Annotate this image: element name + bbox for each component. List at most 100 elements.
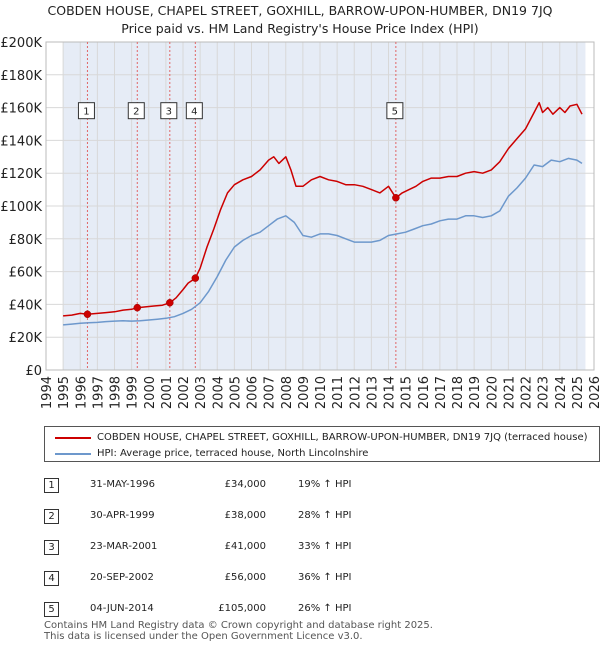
x-tick-label: 2022	[520, 376, 535, 409]
sale-row: 3 23-MAR-2001 £41,000 33% ↑ HPI	[44, 538, 444, 558]
sale-point	[191, 274, 200, 282]
sale-point	[83, 310, 92, 318]
sale-hpi-change: 28% ↑ HPI	[298, 510, 352, 521]
x-tick-label: 2023	[537, 376, 552, 409]
chart-title-line-2: Price paid vs. HM Land Registry's House …	[121, 21, 479, 36]
footer-copyright: Contains HM Land Registry data © Crown c…	[44, 620, 433, 631]
sale-hpi-change: 19% ↑ HPI	[298, 479, 352, 490]
x-tick-label: 2012	[348, 376, 363, 409]
sale-hpi-change: 26% ↑ HPI	[298, 603, 352, 614]
x-tick-label: 1996	[74, 376, 89, 409]
sale-hpi-change: 33% ↑ HPI	[298, 541, 352, 552]
x-tick-label: 2003	[194, 376, 209, 409]
legend-swatch-property	[55, 437, 91, 439]
y-tick-label: £0	[25, 364, 42, 379]
chart-title-line-1: COBDEN HOUSE, CHAPEL STREET, GOXHILL, BA…	[47, 3, 553, 18]
y-tick-label: £40K	[9, 298, 43, 313]
chart-legend: COBDEN HOUSE, CHAPEL STREET, GOXHILL, BA…	[44, 426, 600, 462]
sale-date: 31-MAY-1996	[90, 479, 156, 490]
legend-label-property: COBDEN HOUSE, CHAPEL STREET, GOXHILL, BA…	[97, 432, 588, 443]
chart-title: COBDEN HOUSE, CHAPEL STREET, GOXHILL, BA…	[0, 2, 600, 38]
sale-row: 4 20-SEP-2002 £56,000 36% ↑ HPI	[44, 569, 444, 589]
sale-label-number: 5	[392, 107, 398, 118]
sale-date: 23-MAR-2001	[90, 541, 158, 552]
sale-date: 04-JUN-2014	[90, 603, 154, 614]
sale-label-number: 1	[83, 107, 89, 118]
x-tick-label: 2007	[263, 376, 278, 409]
legend-entry-hpi: HPI: Average price, terraced house, Nort…	[45, 446, 599, 461]
legend-label-hpi: HPI: Average price, terraced house, Nort…	[97, 448, 369, 459]
footer-attribution: Contains HM Land Registry data © Crown c…	[44, 620, 433, 642]
x-tick-label: 2019	[468, 376, 483, 409]
x-tick-label: 2024	[554, 376, 569, 409]
y-tick-label: £20K	[9, 331, 43, 346]
x-tick-label: 2016	[417, 376, 432, 409]
sale-price: £56,000	[224, 572, 266, 583]
x-tick-label: 2011	[331, 376, 346, 409]
sale-label-number: 4	[191, 107, 197, 118]
price-chart: £0 £20K £40K £60K £80K £100K £120K £140K £160K £1…	[0, 36, 600, 409]
plot-frame	[45, 41, 595, 371]
hpi-line	[63, 157, 583, 326]
x-tick-label: 2015	[400, 376, 415, 409]
sale-number-badge: 1	[44, 478, 59, 493]
sale-label-box	[386, 102, 404, 120]
sale-price: £105,000	[218, 603, 266, 614]
x-tick-label: 1994	[40, 376, 55, 409]
sale-row: 5 04-JUN-2014 £105,000 26% ↑ HPI	[44, 600, 444, 620]
x-tick-label: 1997	[91, 376, 106, 409]
sale-label-box	[77, 102, 95, 120]
x-tick-label: 2005	[228, 376, 243, 409]
sale-label-number: 3	[166, 107, 172, 118]
x-tick-label: 1999	[126, 376, 141, 409]
y-tick-label: £160K	[0, 102, 42, 117]
sale-label-box	[127, 102, 145, 120]
sale-hpi-change: 36% ↑ HPI	[298, 572, 352, 583]
sale-date: 30-APR-1999	[90, 510, 155, 521]
y-tick-label: £100K	[0, 200, 42, 215]
y-tick-label: £140K	[0, 134, 42, 149]
y-tick-label: £80K	[9, 233, 43, 248]
y-tick-label: £180K	[0, 69, 42, 84]
x-tick-label: 1995	[57, 376, 72, 409]
sale-number-badge: 2	[44, 509, 59, 524]
y-tick-label: £120K	[0, 167, 42, 182]
x-tick-label: 2021	[502, 376, 517, 409]
sale-label-box	[185, 102, 203, 120]
x-tick-label: 2013	[365, 376, 380, 409]
x-tick-label: 2010	[314, 376, 329, 409]
sale-label-number: 2	[133, 107, 139, 118]
x-tick-label: 2009	[297, 376, 312, 409]
sale-point	[392, 194, 400, 202]
sale-date: 20-SEP-2002	[90, 572, 154, 583]
x-tick-label: 2004	[211, 376, 226, 409]
x-tick-label: 2008	[280, 376, 295, 409]
x-tick-label: 2020	[485, 376, 500, 409]
x-tick-label: 2006	[246, 376, 261, 409]
y-tick-label: £200K	[0, 36, 42, 51]
sale-number-badge: 5	[44, 602, 59, 617]
sale-point	[166, 299, 174, 307]
sale-row: 2 30-APR-1999 £38,000 28% ↑ HPI	[44, 507, 444, 527]
sale-point	[133, 303, 142, 312]
property-price-line	[63, 101, 583, 317]
legend-entry-property: COBDEN HOUSE, CHAPEL STREET, GOXHILL, BA…	[45, 430, 599, 446]
sale-price: £41,000	[224, 541, 266, 552]
x-tick-label: 2025	[571, 376, 586, 409]
x-tick-label: 1998	[109, 376, 124, 409]
legend-swatch-hpi	[55, 453, 91, 455]
x-tick-label: 2026	[588, 376, 600, 409]
sale-label-box	[160, 102, 178, 120]
x-tick-label: 2014	[383, 376, 398, 409]
sale-number-badge: 4	[44, 571, 59, 586]
x-tick-label: 2001	[160, 376, 175, 409]
y-tick-label: £60K	[9, 266, 43, 281]
x-tick-label: 2018	[451, 376, 466, 409]
sale-price: £38,000	[224, 510, 266, 521]
footer-licence: This data is licensed under the Open Gov…	[44, 630, 363, 642]
sale-number-badge: 3	[44, 540, 59, 555]
sale-row: 1 31-MAY-1996 £34,000 19% ↑ HPI	[44, 476, 444, 496]
x-tick-label: 2017	[434, 376, 449, 409]
x-tick-label: 2002	[177, 376, 192, 409]
sale-price: £34,000	[224, 479, 266, 490]
